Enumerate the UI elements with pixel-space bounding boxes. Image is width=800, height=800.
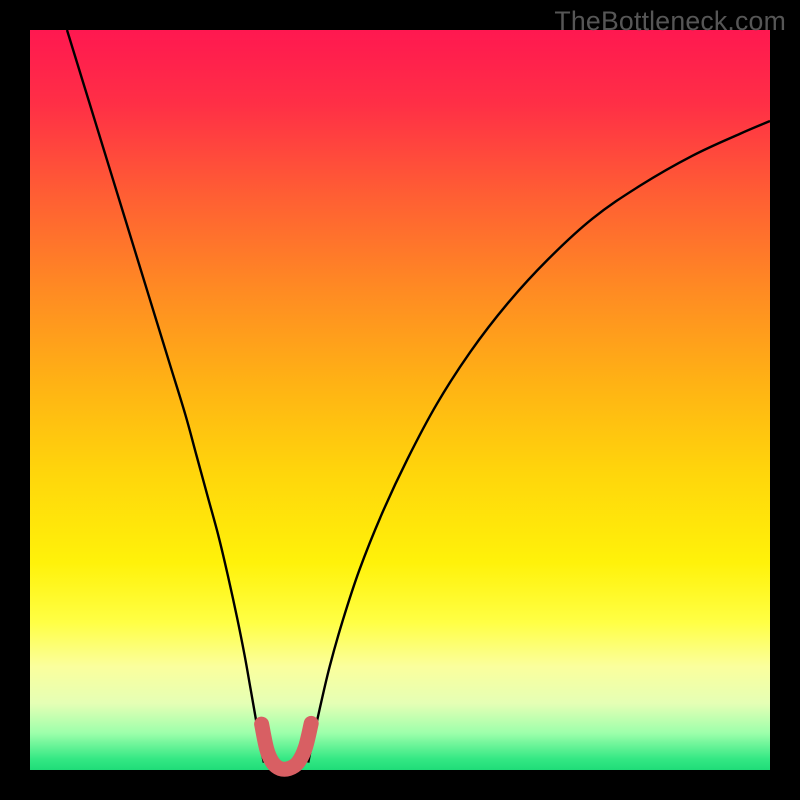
plot-background: [30, 30, 770, 770]
chart-frame: TheBottleneck.com: [0, 0, 800, 800]
bottleneck-chart-svg: [0, 0, 800, 800]
watermark-text: TheBottleneck.com: [554, 6, 786, 37]
